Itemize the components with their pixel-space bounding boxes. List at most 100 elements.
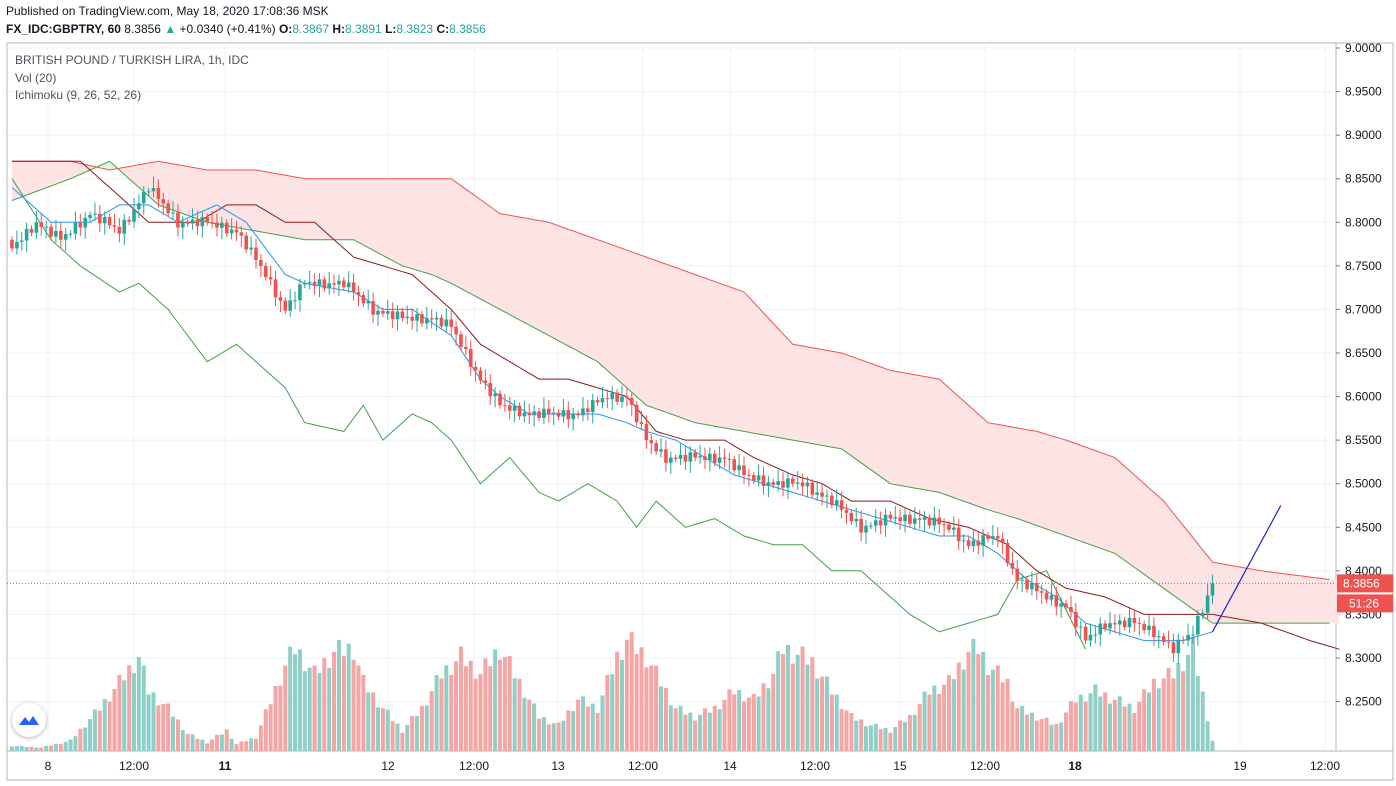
candle-body — [1152, 625, 1156, 638]
candle-body — [761, 475, 766, 487]
candle-body — [576, 413, 580, 416]
cloud-segment — [539, 220, 544, 333]
cloud-segment — [368, 178, 374, 251]
cloud-segment — [534, 219, 540, 331]
cloud-segment — [1095, 450, 1101, 549]
cloud-segment — [480, 199, 486, 302]
candle-body — [883, 514, 888, 526]
cloud-segment — [1144, 483, 1150, 578]
candle-body — [385, 311, 390, 314]
volume-bar — [717, 709, 722, 751]
cloud-segment — [714, 281, 720, 428]
cloud-segment — [1007, 426, 1013, 518]
cloud-segment — [1061, 438, 1067, 536]
cloud-segment — [973, 409, 979, 507]
cloud-segment — [334, 178, 339, 240]
candle-body — [405, 316, 410, 319]
volume-bar — [239, 741, 244, 751]
volume-bar — [478, 674, 483, 751]
volume-bar — [205, 743, 210, 751]
cloud-segment — [1046, 434, 1052, 531]
cloud-segment — [60, 161, 66, 183]
candle-body — [376, 310, 380, 315]
volume-bar — [712, 705, 717, 751]
volume-bar — [659, 686, 664, 751]
cloud-segment — [1310, 577, 1315, 624]
candle-body — [1039, 591, 1044, 593]
cloud-segment — [807, 346, 813, 444]
symbol-name[interactable]: FX_IDC:GBPTRY, 60 — [6, 22, 121, 36]
volume-bar — [1015, 708, 1020, 751]
candle-body — [146, 191, 151, 193]
y-tick-label: 8.7500 — [1345, 259, 1382, 273]
candle-body — [669, 457, 673, 463]
volume-bar — [127, 665, 132, 751]
cloud-segment — [602, 241, 608, 371]
candle-body — [527, 412, 532, 416]
cloud-segment — [1168, 507, 1174, 596]
cloud-segment — [182, 165, 188, 216]
cloud-segment — [1153, 492, 1159, 585]
volume-bar — [351, 659, 356, 751]
candle-body — [620, 396, 624, 402]
candle-body — [93, 213, 97, 215]
candle-body — [834, 500, 839, 506]
cloud-segment — [675, 267, 681, 418]
candle-body — [629, 397, 634, 405]
candle-body — [566, 410, 571, 420]
volume-bar — [883, 727, 888, 751]
volume-bar — [1156, 688, 1161, 751]
candle-body — [649, 440, 654, 444]
volume-bar — [688, 712, 693, 751]
cloud-segment — [207, 169, 213, 224]
volume-bar — [454, 661, 459, 751]
tradingview-logo-icon[interactable] — [12, 703, 46, 737]
cloud-segment — [905, 373, 910, 488]
volume-bar — [49, 745, 54, 751]
volume-bar — [507, 656, 512, 751]
cloud-segment — [773, 323, 779, 438]
candle-body — [278, 297, 283, 301]
ichimoku-indicator-label[interactable]: Ichimoku (9, 26, 52, 26) — [15, 88, 142, 102]
cloud-segment — [914, 374, 920, 489]
candle-body — [366, 301, 371, 304]
candle-body — [185, 222, 190, 224]
volume-bar — [678, 705, 683, 751]
candle-body — [1147, 625, 1151, 631]
volume-bar — [517, 678, 522, 751]
volume-bar — [698, 714, 703, 751]
cloud-segment — [1192, 537, 1198, 613]
candle-body — [224, 222, 229, 234]
volume-bar — [873, 723, 878, 751]
candle-body — [747, 474, 751, 476]
cloud-segment — [700, 276, 705, 425]
candle-body — [732, 459, 737, 471]
volume-indicator-label[interactable]: Vol (20) — [15, 71, 57, 85]
cloud-segment — [851, 356, 857, 460]
volume-bar — [1103, 692, 1108, 751]
cloud-segment — [251, 169, 256, 231]
candle-body — [151, 188, 156, 192]
candle-body — [410, 316, 414, 321]
cloud-segment — [1183, 525, 1189, 606]
cloud-segment — [729, 286, 735, 430]
cloud-segment — [753, 302, 759, 435]
cloud-segment — [212, 169, 217, 225]
candle-body — [551, 412, 556, 414]
candle-body — [239, 232, 244, 236]
cloud-segment — [822, 349, 827, 447]
volume-bar — [78, 728, 83, 751]
cloud-segment — [495, 210, 500, 310]
volume-bar — [39, 747, 44, 751]
volume-bar — [434, 675, 439, 751]
candle-body — [102, 217, 107, 224]
candle-body — [1181, 639, 1185, 641]
cloud-segment — [417, 178, 422, 272]
cloud-segment — [1256, 569, 1262, 624]
volume-bar — [1171, 678, 1176, 751]
x-tick-label: 19 — [1233, 759, 1247, 773]
candle-body — [947, 524, 951, 530]
volume-bar — [288, 646, 293, 751]
candle-body — [1166, 641, 1171, 643]
